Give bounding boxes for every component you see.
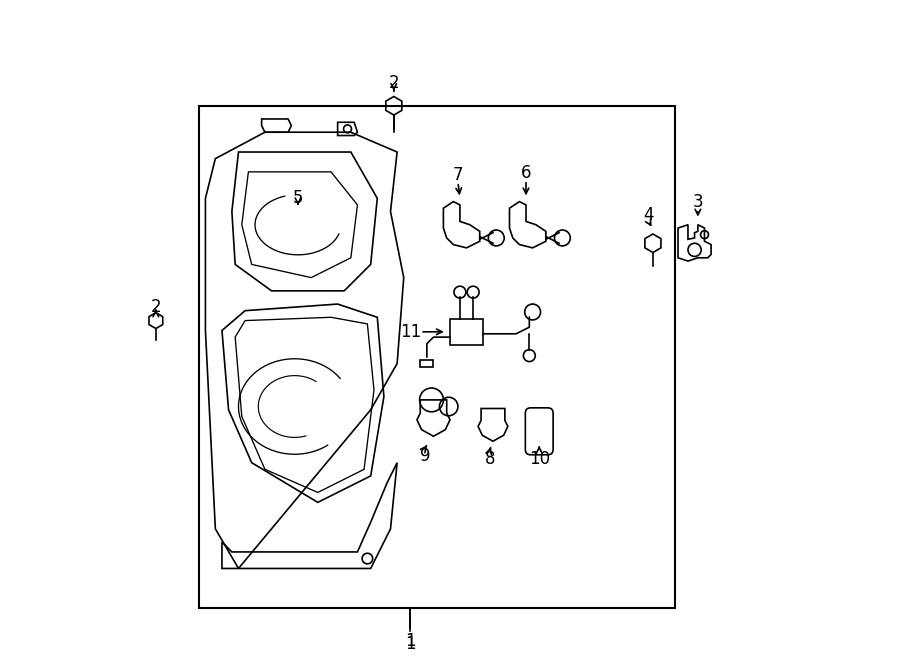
Text: 9: 9 <box>419 447 430 465</box>
Bar <box>450 319 483 345</box>
Text: 5: 5 <box>292 189 303 208</box>
Text: 11: 11 <box>400 323 421 341</box>
Text: 7: 7 <box>453 166 464 184</box>
Text: 1: 1 <box>405 635 416 654</box>
Bar <box>199 106 675 608</box>
Text: 4: 4 <box>643 206 653 224</box>
Text: 1: 1 <box>405 632 416 650</box>
Text: 8: 8 <box>484 450 495 469</box>
Text: 10: 10 <box>528 450 550 469</box>
Text: 6: 6 <box>521 164 531 182</box>
Text: 2: 2 <box>389 73 399 92</box>
Text: 3: 3 <box>693 192 703 211</box>
FancyBboxPatch shape <box>526 408 554 455</box>
Text: 2: 2 <box>150 298 161 317</box>
